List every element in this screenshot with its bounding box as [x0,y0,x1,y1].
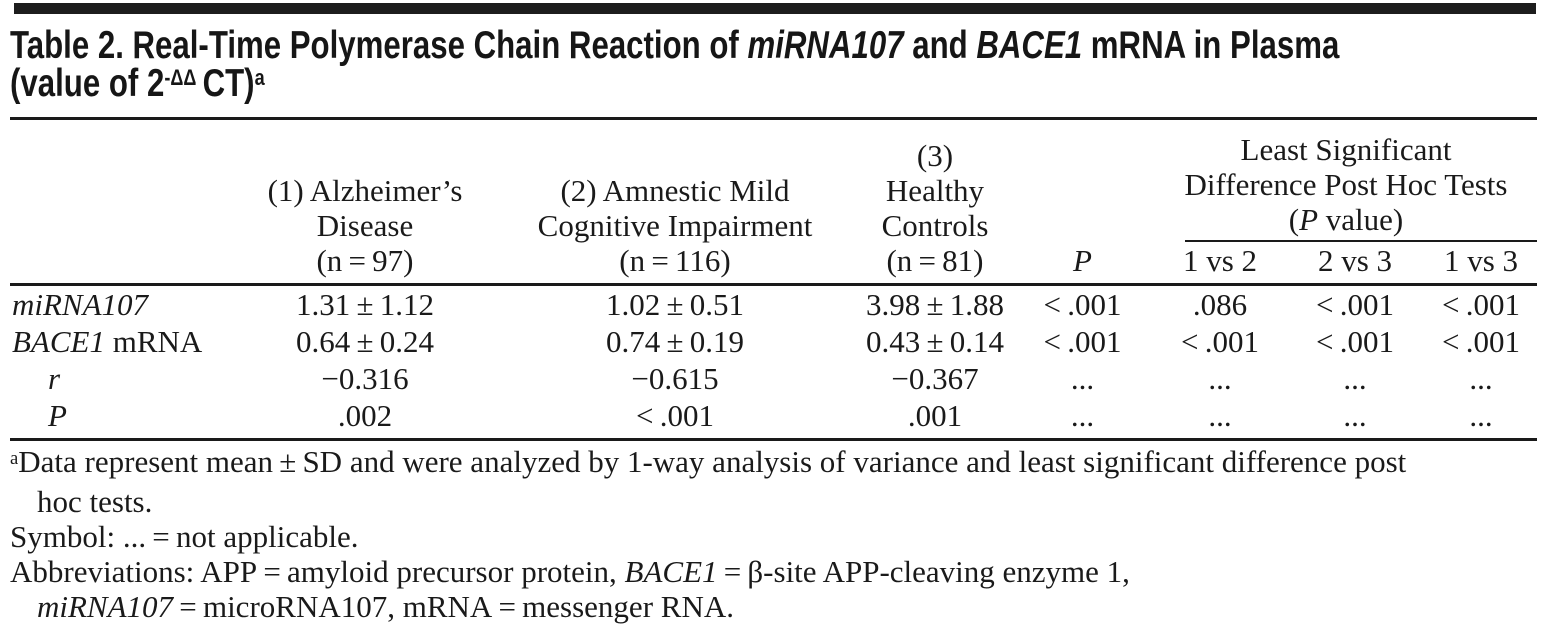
rule-under-title [10,117,1537,120]
row-label-column-header [10,278,240,283]
cell: −0.615 [631,361,719,396]
cell: .086 [1192,287,1248,322]
cell: < .001 [636,398,714,433]
cell: ... [1469,361,1493,396]
table-row-r: r −0.316 −0.615 −0.367 ... ... ... ... [10,360,1537,397]
cell: 0.74 ± 0.19 [606,324,744,359]
cell: 1.31 ± 1.12 [296,287,434,322]
footnote-abbreviations-cont: miRNA107 = microRNA107, mRNA = messenger… [37,589,734,624]
table-header-row: (1) Alzheimer’s Disease (n = 97) (2) Amn… [10,120,1537,283]
table-title-line1: Table 2. Real-Time Polymerase Chain Reac… [10,24,1340,67]
cell: ... [1343,398,1367,433]
cell: ... [1469,398,1493,433]
group-header-line2: Difference Post Hoc Tests [1184,167,1508,202]
cell: 1.02 ± 0.51 [606,287,744,322]
cell: .002 [337,398,393,433]
rule-under-body [10,438,1537,441]
subcolumn-header-1vs2: 1 vs 2 [1182,243,1258,278]
cell: 3.98 ± 1.88 [866,287,1004,322]
subcolumn-header-2vs3: 2 vs 3 [1317,243,1393,278]
cell: < .001 [1442,324,1520,359]
row-label: r [48,361,61,396]
row-label: BACE1 mRNA [12,324,203,359]
table-title-line2: (value of 2-ΔΔ CT)a [10,62,265,105]
cell: ... [1070,398,1095,433]
column-header-healthy-controls: (3) Healthy Controls (n = 81) [881,138,989,278]
cell: ... [1208,361,1232,396]
table-body: miRNA107 1.31 ± 1.12 1.02 ± 0.51 3.98 ± … [10,286,1537,438]
group-header-rule [1185,240,1537,242]
table-row-p: P .002 < .001 .001 ... ... ... ... [10,397,1537,434]
cell: 0.43 ± 0.14 [866,324,1004,359]
cell: ... [1070,361,1095,396]
group-header-line3: (P value) [1288,202,1404,237]
footnote-symbol: Symbol: ... = not applicable. [10,519,359,554]
column-header-amnestic-mci: (2) Amnestic Mild Cognitive Impairment (… [537,173,813,278]
footnote-abbreviations: Abbreviations: APP = amyloid precursor p… [10,554,1130,589]
column-header-alzheimers: (1) Alzheimer’s Disease (n = 97) [267,173,463,278]
group-header-lsd-post-hoc: Least Significant Difference Post Hoc Te… [1155,132,1537,283]
cell: < .001 [1181,324,1259,359]
subcolumn-header-1vs3: 1 vs 3 [1443,243,1519,278]
footnote-data-represent-cont: hoc tests. [37,484,153,519]
table-row-bace1-mrna: BACE1 mRNA 0.64 ± 0.24 0.74 ± 0.19 0.43 … [10,323,1537,360]
cell: < .001 [1442,287,1520,322]
cell: < .001 [1316,324,1394,359]
cell: < .001 [1043,287,1122,322]
table-footnotes: aData represent mean ± SD and were analy… [10,441,1540,624]
footnote-data-represent: aData represent mean ± SD and were analy… [10,444,1407,479]
cell: ... [1208,398,1232,433]
cell: ... [1343,361,1367,396]
cell: −0.316 [321,361,409,396]
column-header-p-value: P [1073,243,1092,278]
cell: 0.64 ± 0.24 [296,324,434,359]
row-label: P [48,398,67,433]
group-subheader-row: 1 vs 2 2 vs 3 1 vs 3 [1155,243,1537,278]
group-header-line1: Least Significant [1240,132,1452,167]
row-label: miRNA107 [12,287,149,322]
table-title: Table 2. Real-Time Polymerase Chain Reac… [10,24,1545,108]
table-row-mirna107: miRNA107 1.31 ± 1.12 1.02 ± 0.51 3.98 ± … [10,286,1537,323]
cell: .001 [907,398,963,433]
rule-under-header [10,283,1537,286]
table-top-bar [14,3,1536,14]
cell: < .001 [1316,287,1394,322]
cell: < .001 [1043,324,1122,359]
cell: −0.367 [891,361,979,396]
